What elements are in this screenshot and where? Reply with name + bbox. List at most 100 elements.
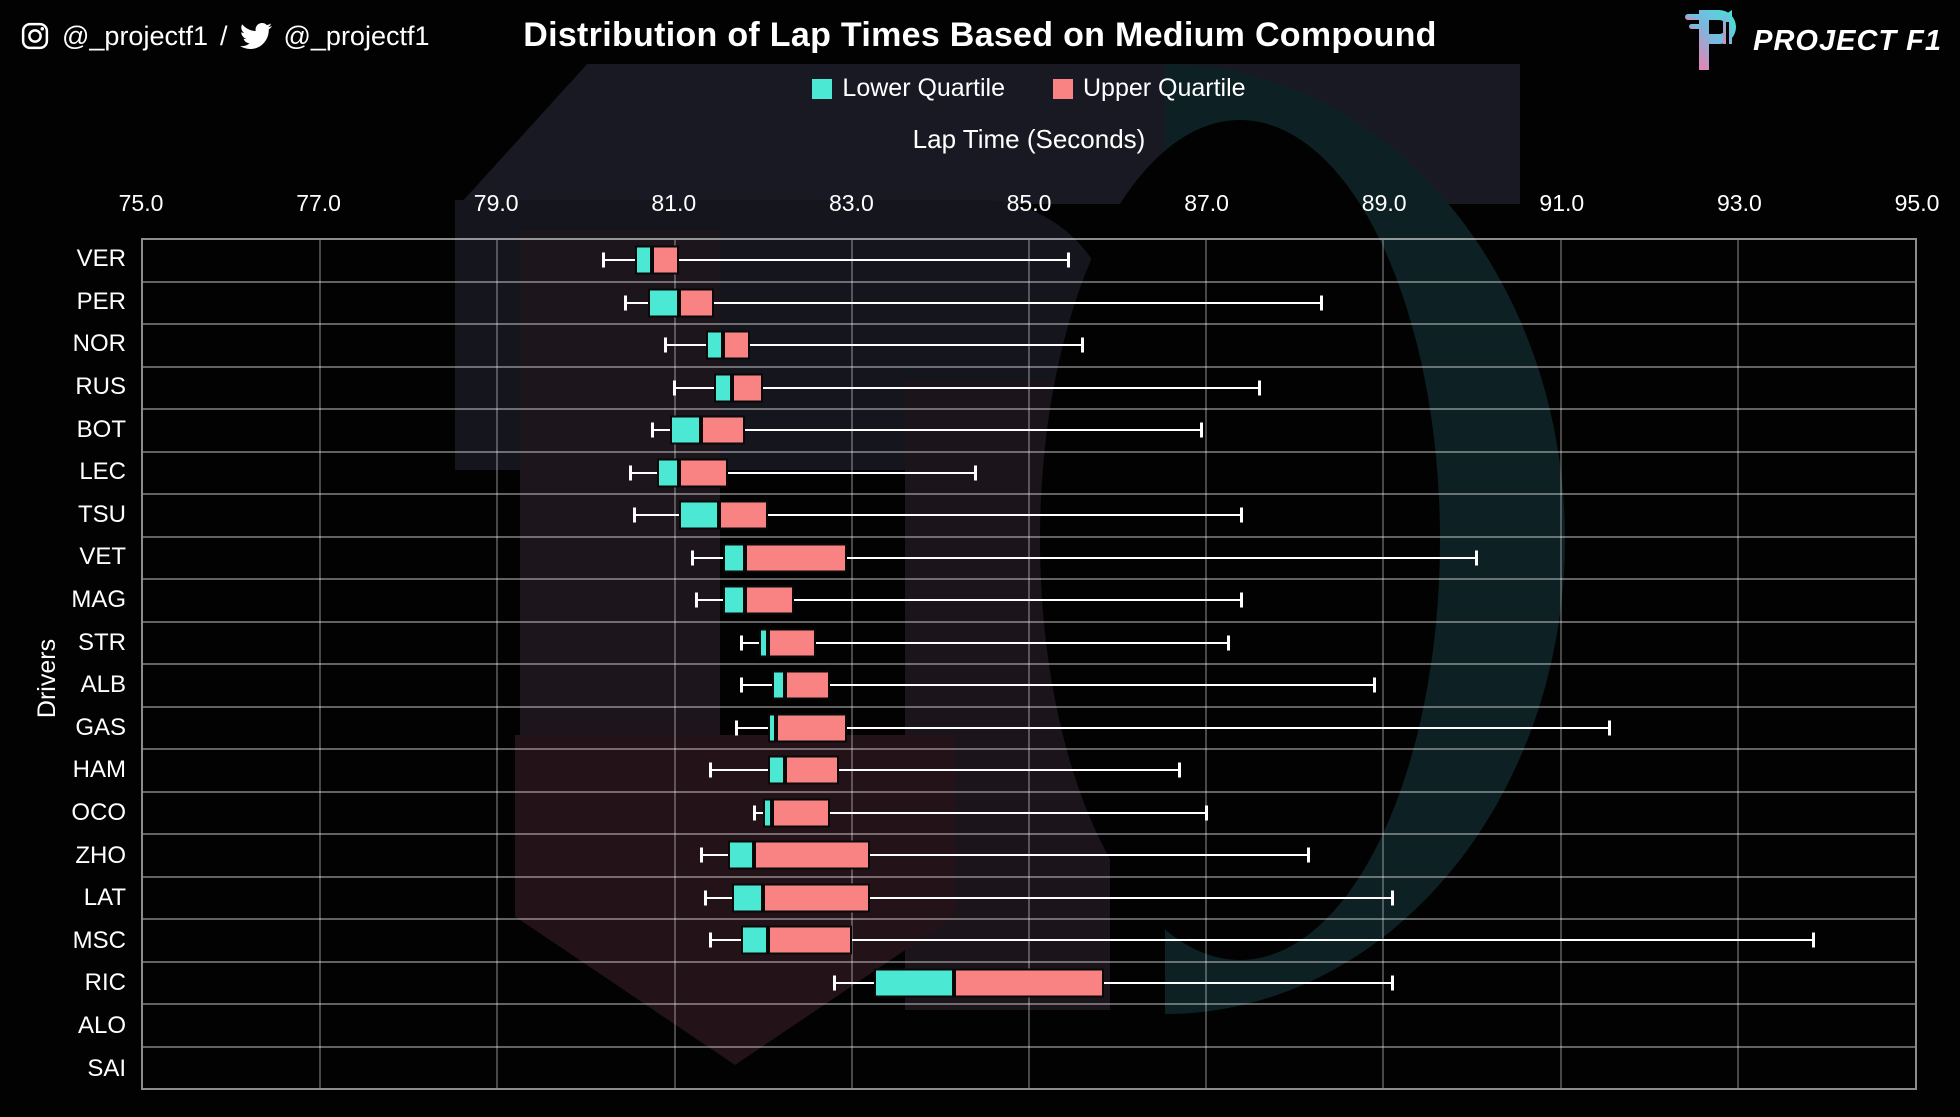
legend-item-upper-quartile: Upper Quartile: [1053, 74, 1246, 103]
vertical-gridline: [850, 240, 853, 1088]
plot-area: [141, 238, 1917, 1090]
whisker-cap-low: [690, 550, 694, 566]
x-tick-label: 95.0: [1894, 190, 1940, 216]
y-axis-labels: VER PER NOR RUS BOT LEC TSU VET MAG STR ALB GAS HAM O…: [0, 238, 126, 1090]
box-upper-quartile: [767, 925, 852, 955]
x-tick-label: 77.0: [296, 190, 341, 216]
box-lower-quartile: [873, 968, 954, 998]
instagram-handle: @_projectf1: [62, 20, 208, 51]
chart-legend: Lower Quartile Upper Quartile: [141, 74, 1917, 103]
whisker-cap-low: [739, 677, 743, 693]
whisker-cap-low: [704, 890, 708, 906]
legend-label-lower: Lower Quartile: [842, 74, 1005, 102]
vertical-gridline: [673, 240, 676, 1088]
box-lower-quartile: [758, 628, 768, 658]
driver-label-RUS: RUS: [75, 373, 126, 401]
box-upper-quartile: [718, 500, 768, 530]
whisker-cap-high: [1204, 805, 1208, 821]
whisker-cap-high: [974, 465, 978, 481]
driver-label-LAT: LAT: [83, 884, 126, 912]
box-lower-quartile: [648, 288, 680, 318]
whisker-line: [625, 301, 1322, 304]
driver-label-GAS: GAS: [75, 713, 126, 741]
legend-swatch-lower: [812, 78, 833, 99]
whisker-line: [741, 684, 1375, 687]
driver-label-RIC: RIC: [84, 969, 126, 997]
whisker-cap-high: [1240, 592, 1244, 608]
box-upper-quartile: [679, 458, 728, 488]
driver-label-STR: STR: [78, 628, 126, 656]
x-tick-label: 79.0: [473, 190, 519, 216]
twitter-handle: @_projectf1: [283, 20, 430, 51]
whisker-cap-high: [1257, 380, 1261, 396]
brand-logo: PROJECT F1: [1683, 8, 1942, 74]
box-upper-quartile: [679, 288, 715, 318]
whisker-cap-high: [1200, 422, 1204, 438]
box-lower-quartile: [732, 883, 764, 913]
driver-row-ALO: [143, 1005, 1915, 1048]
box-upper-quartile: [785, 755, 839, 785]
box-upper-quartile: [953, 968, 1105, 998]
box-lower-quartile: [763, 798, 773, 828]
x-tick-label: 81.0: [651, 190, 697, 216]
whisker-line: [630, 471, 976, 474]
whisker-cap-low: [628, 465, 632, 481]
driver-label-SAI: SAI: [87, 1054, 126, 1082]
vertical-gridline: [496, 240, 499, 1088]
box-lower-quartile: [714, 373, 733, 403]
vertical-gridline: [1205, 240, 1208, 1088]
box-lower-quartile: [705, 330, 724, 360]
vertical-gridline: [1736, 240, 1739, 1088]
box-lower-quartile: [723, 543, 746, 573]
driver-label-OCO: OCO: [71, 799, 126, 827]
whisker-cap-low: [739, 635, 743, 651]
whisker-cap-high: [1390, 890, 1394, 906]
whisker-cap-low: [664, 337, 668, 353]
whisker-cap-high: [1390, 975, 1394, 991]
whisker-cap-high: [1306, 847, 1310, 863]
box-upper-quartile: [723, 330, 750, 360]
projectf1-logo-icon: [1685, 10, 1737, 70]
box-upper-quartile: [732, 373, 764, 403]
whisker-cap-high: [1080, 337, 1084, 353]
vertical-gridline: [1028, 240, 1030, 1088]
whisker-cap-low: [650, 422, 654, 438]
whisker-cap-low: [673, 380, 677, 396]
x-axis-ticks: 75.0 77.0 79.0 81.0 83.0 85.0 87.0 89.0 91.0 93.0…: [119, 190, 1940, 220]
box-upper-quartile: [754, 840, 870, 870]
box-upper-quartile: [745, 543, 848, 573]
driver-label-MSC: MSC: [72, 926, 126, 954]
driver-label-BOT: BOT: [76, 415, 126, 443]
vertical-gridline: [319, 240, 322, 1088]
box-lower-quartile: [634, 245, 653, 275]
whisker-cap-low: [602, 252, 606, 268]
whisker-cap-high: [1319, 295, 1323, 311]
whisker-line: [834, 981, 1393, 984]
driver-label-ALB: ALB: [80, 671, 126, 699]
legend-swatch-upper: [1053, 78, 1073, 99]
whisker-cap-low: [624, 295, 628, 311]
box-lower-quartile: [772, 670, 786, 700]
whisker-cap-high: [1067, 252, 1071, 268]
box-upper-quartile: [776, 713, 848, 743]
box-lower-quartile: [727, 840, 755, 870]
whisker-cap-high: [1373, 677, 1377, 693]
x-tick-label: 93.0: [1717, 190, 1762, 216]
driver-label-HAM: HAM: [72, 756, 126, 784]
box-upper-quartile: [772, 798, 830, 828]
handle-separator: /: [219, 20, 228, 51]
whisker-cap-high: [1178, 762, 1182, 778]
x-tick-label: 91.0: [1539, 190, 1585, 216]
whisker-cap-low: [735, 720, 739, 736]
whisker-cap-high: [1811, 932, 1815, 948]
whisker-cap-low: [832, 975, 836, 991]
x-tick-label: 75.0: [118, 190, 164, 216]
brand-name: PROJECT F1: [1753, 24, 1942, 57]
driver-label-MAG: MAG: [71, 586, 126, 614]
legend-item-lower-quartile: Lower Quartile: [812, 74, 1005, 103]
x-tick-label: 87.0: [1184, 190, 1229, 216]
box-lower-quartile: [679, 500, 719, 530]
driver-label-NOR: NOR: [72, 330, 126, 358]
x-axis-title: Lap Time (Seconds): [912, 124, 1146, 154]
